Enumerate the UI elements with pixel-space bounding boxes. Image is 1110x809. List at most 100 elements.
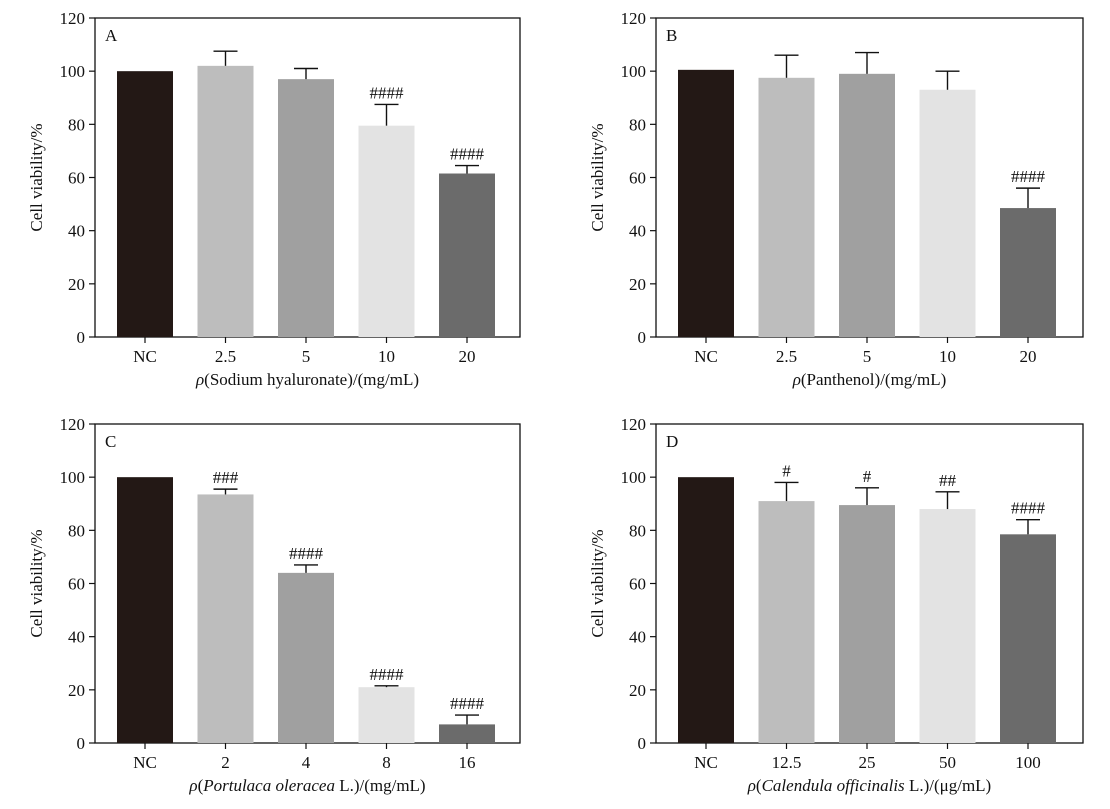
x-tick-label: 25 (859, 753, 876, 772)
bar-NC (678, 69, 734, 338)
x-tick-label: 10 (939, 347, 956, 366)
y-axis-title: Cell viability/% (588, 529, 607, 637)
x-tick-label: 5 (302, 347, 311, 366)
x-tick-label: 20 (459, 347, 476, 366)
bar-25 (839, 505, 895, 743)
panel-b: 0 20 40 60 80 100 120 B NC 2.5 5 10 #### 20 Cell viabi… (588, 9, 1084, 389)
y-tick-label: 20 (629, 275, 646, 294)
x-tick-label: 20 (1020, 347, 1037, 366)
y-tick-label: 120 (621, 415, 647, 434)
y-tick-label: 80 (629, 521, 646, 540)
x-axis-title: ρ(Calendula officinalis L.)/(μg/mL) (747, 776, 991, 795)
y-tick-label: 20 (629, 681, 646, 700)
x-tick-label: 2.5 (215, 347, 236, 366)
panel-letter-d: D (666, 432, 678, 451)
significance-label: #### (370, 665, 405, 684)
x-tick-label: 2 (221, 753, 230, 772)
x-tick-label: NC (133, 753, 157, 772)
x-tick-label: 12.5 (772, 753, 802, 772)
y-tick-label: 40 (629, 628, 646, 647)
panel-a: 0 20 40 60 80 100 120 A NC 2.5 5 #### 10 #### 20 Cell v… (27, 9, 521, 389)
bar-NC (678, 477, 734, 743)
x-axis-title-body-italic: Calendula officinalis (762, 776, 905, 795)
y-tick-label: 0 (77, 734, 86, 753)
bar-10 (358, 125, 415, 337)
bar-20 (1000, 208, 1056, 337)
x-tick-label: NC (694, 753, 718, 772)
bar-100 (1000, 534, 1056, 743)
x-axis-title-suffix: L.)/(mg/mL) (335, 776, 426, 795)
x-axis-title-body-italic: Portulaca oleracea (202, 776, 335, 795)
significance-label: #### (450, 145, 485, 164)
bar-NC (117, 477, 173, 743)
x-axis-title: ρ(Portulaca oleracea L.)/(mg/mL) (188, 776, 425, 795)
y-tick-label: 0 (77, 328, 86, 347)
significance-label: #### (289, 544, 324, 563)
y-tick-label: 60 (68, 575, 85, 594)
panel-letter-b: B (666, 26, 677, 45)
x-tick-label: 10 (378, 347, 395, 366)
bar-4 (278, 572, 334, 743)
x-axis-title-body: (Panthenol) (801, 370, 880, 389)
bar-2 (197, 494, 254, 743)
x-tick-label: 2.5 (776, 347, 797, 366)
x-tick-label: 8 (382, 753, 391, 772)
y-tick-label: 0 (638, 328, 647, 347)
y-tick-label: 100 (621, 62, 647, 81)
x-axis-title-prefix: ρ (747, 776, 756, 795)
panel-letter-c: C (105, 432, 116, 451)
x-axis-title-body: ( (198, 776, 204, 795)
y-tick-label: 120 (621, 9, 647, 28)
bar-50 (919, 509, 976, 743)
y-tick-label: 60 (629, 575, 646, 594)
bar-2.5 (197, 65, 254, 337)
y-tick-label: 100 (60, 62, 86, 81)
bar-2.5 (758, 77, 815, 337)
x-tick-label: 100 (1015, 753, 1041, 772)
x-tick-label: 50 (939, 753, 956, 772)
x-axis-title-suffix: /(mg/mL) (880, 370, 946, 389)
bar-12.5 (758, 501, 815, 743)
significance-label: ### (213, 468, 239, 487)
y-tick-label: 80 (629, 115, 646, 134)
bar-NC (117, 71, 173, 338)
y-tick-label: 120 (60, 415, 86, 434)
significance-label: # (782, 461, 791, 480)
y-tick-label: 120 (60, 9, 86, 28)
y-tick-label: 60 (68, 169, 85, 188)
y-tick-label: 100 (60, 468, 86, 487)
y-tick-label: 40 (68, 222, 85, 241)
bar-10 (919, 89, 976, 338)
significance-label: # (863, 467, 872, 486)
x-tick-label: 4 (302, 753, 311, 772)
bar-16 (439, 724, 495, 743)
y-axis-title: Cell viability/% (27, 529, 46, 637)
x-tick-label: 16 (459, 753, 476, 772)
significance-label: #### (370, 83, 405, 102)
x-axis-title-prefix: ρ (792, 370, 801, 389)
x-tick-label: 5 (863, 347, 872, 366)
bar-20 (439, 173, 495, 337)
bar-8 (358, 687, 415, 743)
x-axis-title-suffix: L.)/(μg/mL) (905, 776, 992, 795)
y-axis-title: Cell viability/% (588, 123, 607, 231)
x-axis-title-body: (Sodium hyaluronate) (204, 370, 353, 389)
x-tick-label: NC (133, 347, 157, 366)
y-tick-label: 40 (68, 628, 85, 647)
y-tick-label: 80 (68, 521, 85, 540)
x-axis-title-suffix: /(mg/mL) (353, 370, 419, 389)
bar-5 (839, 73, 895, 337)
x-tick-label: NC (694, 347, 718, 366)
panel-c: 0 20 40 60 80 100 120 C NC ### 2 #### 4 #### 8 #### 16 Ce… (27, 415, 521, 795)
y-tick-label: 20 (68, 275, 85, 294)
x-axis-title: ρ(Sodium hyaluronate)/(mg/mL) (195, 370, 419, 389)
y-tick-label: 40 (629, 222, 646, 241)
significance-label: #### (450, 694, 485, 713)
y-tick-label: 0 (638, 734, 647, 753)
significance-label: #### (1011, 499, 1046, 518)
panel-letter-a: A (105, 26, 118, 45)
x-axis-title-body: ( (756, 776, 762, 795)
panel-d: 0 20 40 60 80 100 120 D NC #12.5 #25 ## 50 #### 100 Cel… (588, 415, 1084, 795)
bar-5 (278, 79, 334, 338)
